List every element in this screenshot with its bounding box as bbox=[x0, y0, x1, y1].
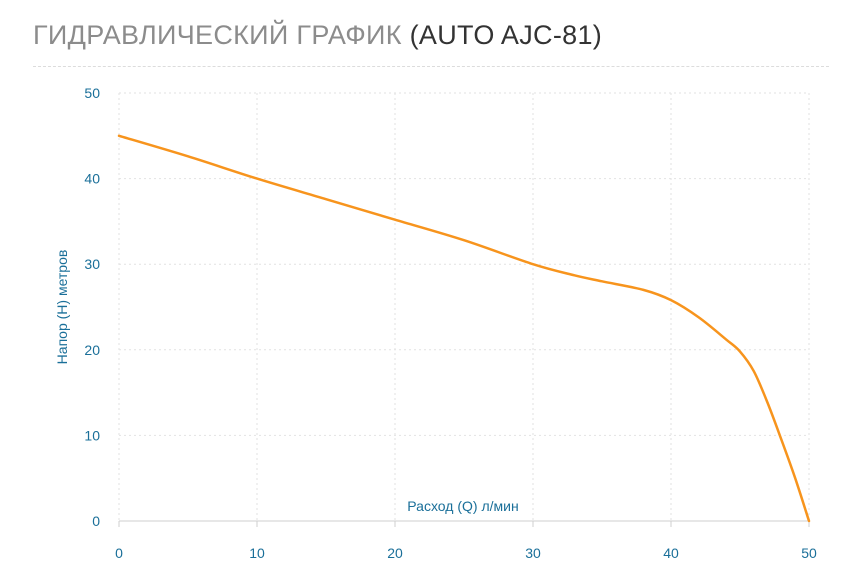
x-tick-label: 40 bbox=[663, 545, 679, 561]
chart-title-model: (AUTO AJC-81) bbox=[409, 20, 603, 50]
series-layer bbox=[117, 134, 811, 523]
y-tick-label: 10 bbox=[84, 427, 100, 443]
x-tick-label: 10 bbox=[249, 545, 265, 561]
y-tick-label: 0 bbox=[92, 513, 100, 529]
x-axis-label: Расход (Q) л/мин bbox=[407, 498, 518, 514]
y-axis-label: Напор (H) метров bbox=[54, 250, 70, 365]
x-tick-label: 30 bbox=[525, 545, 541, 561]
y-tick-label: 20 bbox=[84, 342, 100, 358]
y-tick-label: 40 bbox=[84, 171, 100, 187]
axis-layer bbox=[118, 93, 810, 527]
chart-title-main: ГИДРАВЛИЧЕСКИЙ ГРАФИК bbox=[33, 20, 402, 50]
y-tick-label: 50 bbox=[84, 85, 100, 101]
x-tick-label: 20 bbox=[387, 545, 403, 561]
page-title: ГИДРАВЛИЧЕСКИЙ ГРАФИК (AUTO AJC-81) bbox=[33, 20, 602, 51]
head-flow-curve bbox=[117, 134, 811, 523]
x-tick-label: 50 bbox=[801, 545, 817, 561]
x-tick-label: 0 bbox=[115, 545, 123, 561]
grid-layer bbox=[119, 92, 810, 521]
tick-labels: 0 10 20 30 40 50 0 10 20 30 40 50 bbox=[84, 85, 817, 561]
y-tick-label: 30 bbox=[84, 256, 100, 272]
title-divider bbox=[33, 66, 829, 67]
